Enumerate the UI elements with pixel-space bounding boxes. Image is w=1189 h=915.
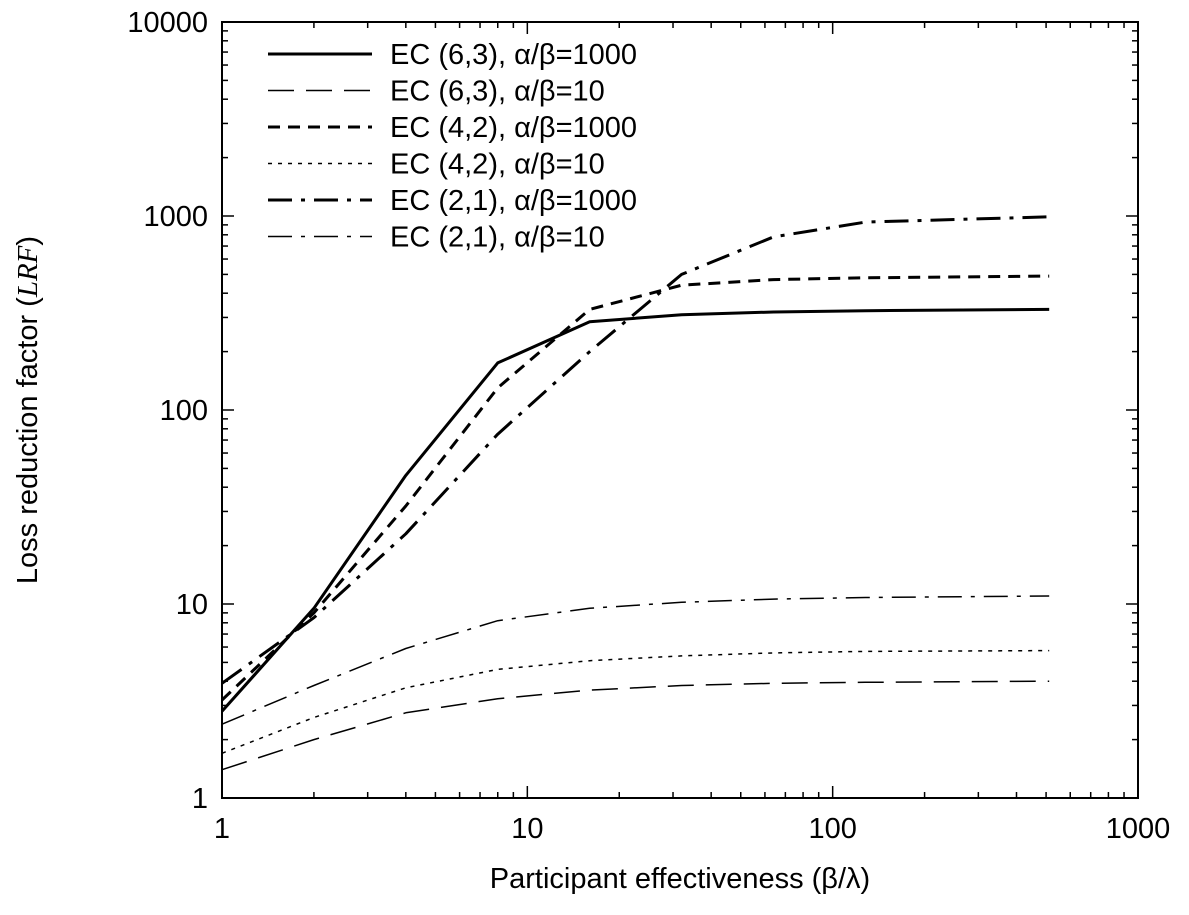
x-axis-label: Participant effectiveness (β/λ) <box>490 863 870 895</box>
legend-label-4: EC (4,2), α/β=10 <box>390 149 605 181</box>
x-tick-label: 100 <box>808 813 856 845</box>
series-lines <box>220 215 1050 771</box>
legend-label-2: EC (6,3), α/β=10 <box>390 76 605 108</box>
series-line-4 <box>221 649 1050 754</box>
y-tick-label: 10000 <box>127 7 208 39</box>
y-tick-label: 10 <box>176 589 208 621</box>
legend-label-6: EC (2,1), α/β=10 <box>390 222 605 254</box>
axis-tick-labels: 1 10 100 1000 1 10 100 1000 10000 <box>127 7 1170 845</box>
series-line-2 <box>221 680 1050 771</box>
x-tick-label: 1 <box>214 813 230 845</box>
y-tick-label: 1 <box>192 783 208 815</box>
x-tick-label: 1000 <box>1106 813 1171 845</box>
series-line-3 <box>220 274 1050 702</box>
series-line-5 <box>221 215 1050 685</box>
plot-frame <box>221 21 1139 799</box>
legend-label-1: EC (6,3), α/β=1000 <box>390 39 637 71</box>
series-line-6 <box>221 595 1050 725</box>
legend-label-5: EC (2,1), α/β=1000 <box>390 185 637 217</box>
legend: EC (6,3), α/β=1000 EC (6,3), α/β=10 EC (4,… <box>268 39 637 254</box>
axis-ticks <box>221 21 1139 799</box>
legend-label-3: EC (4,2), α/β=1000 <box>390 112 637 144</box>
x-tick-label: 10 <box>511 813 543 845</box>
y-tick-label: 100 <box>160 395 208 427</box>
series-line-1 <box>220 307 1050 713</box>
y-axis-label: Loss reduction factor (LRF) <box>12 236 44 584</box>
y-tick-label: 1000 <box>143 201 208 233</box>
